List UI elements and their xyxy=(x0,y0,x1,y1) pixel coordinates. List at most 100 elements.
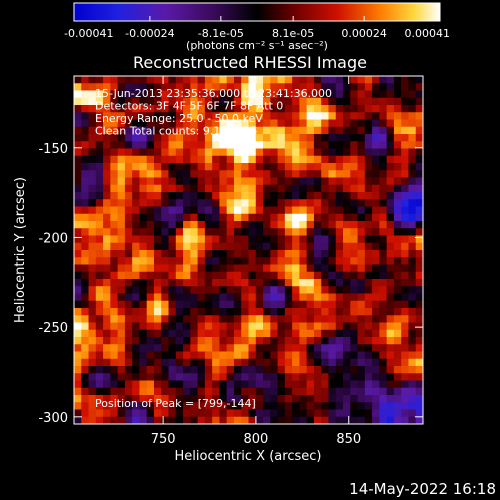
heatmap-cell xyxy=(350,337,358,345)
heatmap-cell xyxy=(255,221,264,229)
heatmap-cell xyxy=(110,366,119,374)
heatmap-cell xyxy=(299,257,308,265)
heatmap-cell xyxy=(153,264,162,273)
heatmap-cell xyxy=(386,155,395,164)
heatmap-cell xyxy=(139,76,148,84)
heatmap-cell xyxy=(255,213,264,222)
heatmap-cell xyxy=(313,192,322,200)
heatmap-cell xyxy=(117,264,126,273)
heatmap-cell xyxy=(379,199,388,207)
heatmap-cell xyxy=(321,387,329,396)
heatmap-cell xyxy=(124,322,133,331)
heatmap-cell xyxy=(364,373,373,381)
heatmap-cell xyxy=(161,119,169,128)
heatmap-cell xyxy=(219,105,228,113)
heatmap-cell xyxy=(153,119,162,128)
heatmap-cell xyxy=(212,83,220,91)
heatmap-cell xyxy=(372,279,380,287)
heatmap-cell xyxy=(328,300,337,309)
heatmap-cell xyxy=(110,337,119,345)
heatmap-cell xyxy=(219,199,228,207)
heatmap-cell xyxy=(175,279,184,287)
heatmap-cell xyxy=(364,315,373,323)
heatmap-cell xyxy=(190,387,198,396)
heatmap-cell xyxy=(233,76,242,84)
heatmap-cell xyxy=(386,76,395,84)
heatmap-cell xyxy=(313,250,322,258)
heatmap-cell xyxy=(117,395,126,403)
heatmap-cell xyxy=(277,286,286,294)
heatmap-cell xyxy=(124,97,133,106)
heatmap-cell xyxy=(313,235,322,244)
heatmap-cell xyxy=(284,293,293,302)
heatmap-cell xyxy=(81,83,89,91)
heatmap-cell xyxy=(161,76,169,84)
heatmap-cell xyxy=(197,228,206,236)
heatmap-cell xyxy=(95,358,104,367)
heatmap-cell xyxy=(103,141,111,149)
heatmap-cell xyxy=(161,221,169,229)
heatmap-cell xyxy=(139,402,148,410)
heatmap-cell xyxy=(306,373,315,381)
heatmap-cell xyxy=(255,155,264,164)
heatmap-cell xyxy=(168,76,177,84)
heatmap-cell xyxy=(299,373,308,381)
annotation-block: 15-Jun-2013 23:35:36.000 to 23:41:36.000… xyxy=(95,87,332,138)
heatmap-cell xyxy=(233,395,242,403)
heatmap-cell xyxy=(233,337,242,345)
heatmap-cell xyxy=(393,366,402,374)
heatmap-cell xyxy=(168,105,177,113)
heatmap-cell xyxy=(81,97,89,106)
heatmap-cell xyxy=(117,170,126,178)
heatmap-cell xyxy=(212,300,220,309)
heatmap-cell xyxy=(74,242,82,251)
heatmap-cell xyxy=(284,366,293,374)
heatmap-cell xyxy=(292,148,300,157)
colorbar-ticks xyxy=(73,16,441,21)
heatmap-cell xyxy=(328,322,337,331)
heatmap-cell xyxy=(284,112,293,120)
heatmap-cell xyxy=(343,213,351,222)
heatmap-cell xyxy=(103,344,111,352)
heatmap-cell xyxy=(263,409,271,418)
heatmap-cell xyxy=(117,271,126,280)
heatmap-cell xyxy=(226,322,235,331)
heatmap-cell xyxy=(212,141,220,149)
heatmap-cell xyxy=(219,192,228,200)
heatmap-cell xyxy=(190,257,198,265)
heatmap-cell xyxy=(95,329,104,338)
heatmap-cell xyxy=(183,177,191,186)
heatmap-cell xyxy=(183,235,191,244)
heatmap-cell xyxy=(284,257,293,265)
heatmap-cell xyxy=(408,134,417,142)
heatmap-cell xyxy=(132,373,140,381)
heatmap-cell xyxy=(219,76,228,84)
heatmap-cell xyxy=(263,250,271,258)
heatmap-cell xyxy=(248,192,257,200)
heatmap-cell xyxy=(292,235,300,244)
heatmap-cell xyxy=(139,416,148,424)
heatmap-cell xyxy=(110,155,119,164)
heatmap-cell xyxy=(168,322,177,331)
heatmap-cell xyxy=(401,199,409,207)
heatmap-cell xyxy=(401,134,409,142)
heatmap-cell xyxy=(284,148,293,157)
heatmap-cell xyxy=(233,351,242,360)
heatmap-cell xyxy=(321,395,329,403)
heatmap-cell xyxy=(408,402,417,410)
heatmap-cell xyxy=(132,293,140,302)
heatmap-cell xyxy=(364,192,373,200)
heatmap-cell xyxy=(306,271,315,280)
heatmap-cell xyxy=(175,141,184,149)
heatmap-cell xyxy=(270,337,278,345)
heatmap-cell xyxy=(168,206,177,215)
heatmap-cell xyxy=(219,177,228,186)
heatmap-cell xyxy=(168,141,177,149)
heatmap-cell xyxy=(401,387,409,396)
heatmap-cell xyxy=(146,192,155,200)
heatmap-cell xyxy=(277,257,286,265)
heatmap-cell xyxy=(393,315,402,323)
heatmap-cell xyxy=(146,387,155,396)
heatmap-cell xyxy=(183,112,191,120)
heatmap-cell xyxy=(219,119,228,128)
